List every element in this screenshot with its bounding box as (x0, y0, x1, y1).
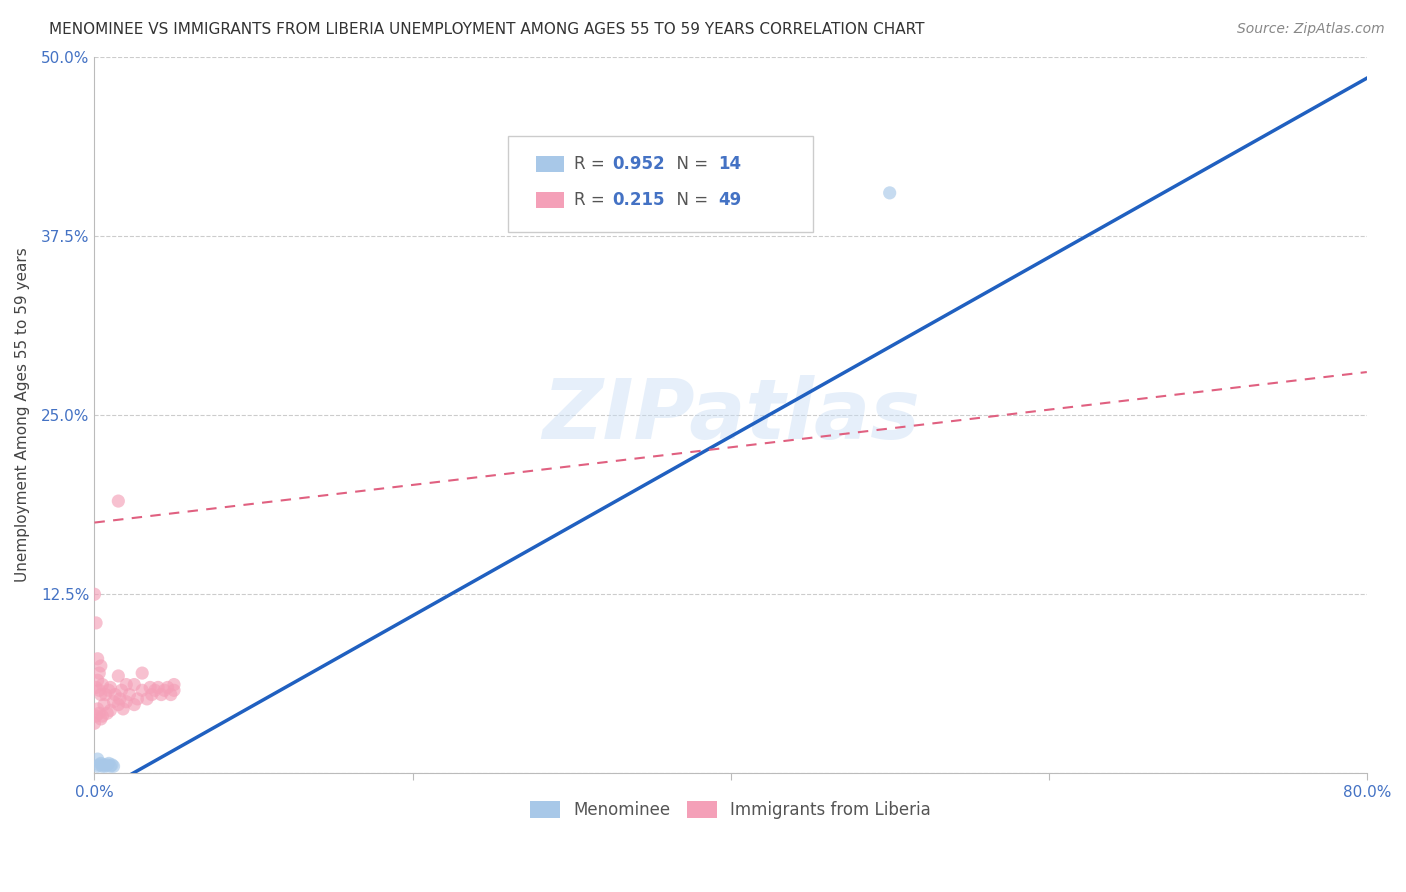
Point (139, 681, 162, 695)
Point (150, 688, 173, 702)
Point (115, 677, 138, 691)
Point (86, 673, 108, 688)
Point (91, 709, 114, 723)
Text: Source: ZipAtlas.com: Source: ZipAtlas.com (1237, 22, 1385, 37)
Point (136, 692, 159, 706)
Point (104, 688, 127, 702)
Text: N =: N = (666, 191, 713, 209)
Point (84, 709, 107, 723)
Point (94, 759, 117, 773)
Point (86, 752, 108, 766)
Point (100, 681, 122, 695)
Point (93, 757, 115, 772)
Point (86, 702, 108, 716)
Point (141, 688, 163, 702)
Point (163, 683, 186, 698)
Text: MENOMINEE VS IMMIGRANTS FROM LIBERIA UNEMPLOYMENT AMONG AGES 55 TO 59 YEARS CORR: MENOMINEE VS IMMIGRANTS FROM LIBERIA UNE… (49, 22, 925, 37)
Point (97, 756, 120, 771)
Point (100, 759, 122, 773)
Point (107, 494, 129, 508)
Point (131, 666, 153, 681)
Point (107, 669, 129, 683)
Point (90, 659, 112, 673)
Point (146, 681, 169, 695)
Text: N =: N = (666, 155, 713, 173)
Point (100, 703, 122, 717)
Point (110, 683, 132, 698)
Point (89, 706, 111, 721)
Point (90, 688, 112, 702)
Point (118, 688, 141, 702)
Legend: Menominee, Immigrants from Liberia: Menominee, Immigrants from Liberia (523, 795, 938, 826)
Point (86, 759, 108, 773)
Point (107, 698, 129, 712)
Text: 0.952: 0.952 (613, 155, 665, 173)
Point (159, 688, 181, 702)
Text: ZIPatlas: ZIPatlas (541, 375, 920, 456)
Point (91, 677, 114, 691)
Point (122, 698, 145, 712)
Point (89, 683, 111, 698)
Point (879, 186, 901, 200)
Point (127, 692, 149, 706)
Point (93, 698, 115, 712)
Point (83, 587, 105, 601)
Point (101, 757, 124, 772)
Point (131, 683, 153, 698)
Point (91, 759, 114, 773)
Point (115, 695, 138, 709)
Text: 14: 14 (718, 155, 741, 173)
Point (96, 706, 118, 721)
Point (97, 683, 120, 698)
FancyBboxPatch shape (508, 136, 813, 232)
Point (163, 677, 186, 691)
Point (96, 757, 118, 772)
Point (90, 712, 112, 726)
Text: 49: 49 (718, 191, 741, 209)
Point (103, 695, 125, 709)
Text: 0.215: 0.215 (613, 191, 665, 209)
FancyBboxPatch shape (536, 156, 564, 172)
Text: R =: R = (574, 155, 610, 173)
Point (122, 677, 145, 691)
Point (103, 759, 125, 773)
Text: R =: R = (574, 191, 610, 209)
Point (84, 615, 107, 630)
Point (153, 683, 176, 698)
Point (84, 681, 107, 695)
Point (94, 688, 117, 702)
Point (86, 652, 108, 666)
Point (108, 692, 131, 706)
Point (89, 666, 111, 681)
Point (156, 681, 179, 695)
Point (640, 164, 662, 178)
Point (112, 702, 135, 716)
Point (143, 683, 166, 698)
Point (90, 756, 112, 771)
Y-axis label: Unemployment Among Ages 55 to 59 years: Unemployment Among Ages 55 to 59 years (15, 248, 30, 582)
Point (89, 757, 111, 772)
FancyBboxPatch shape (536, 192, 564, 208)
Point (83, 716, 105, 731)
